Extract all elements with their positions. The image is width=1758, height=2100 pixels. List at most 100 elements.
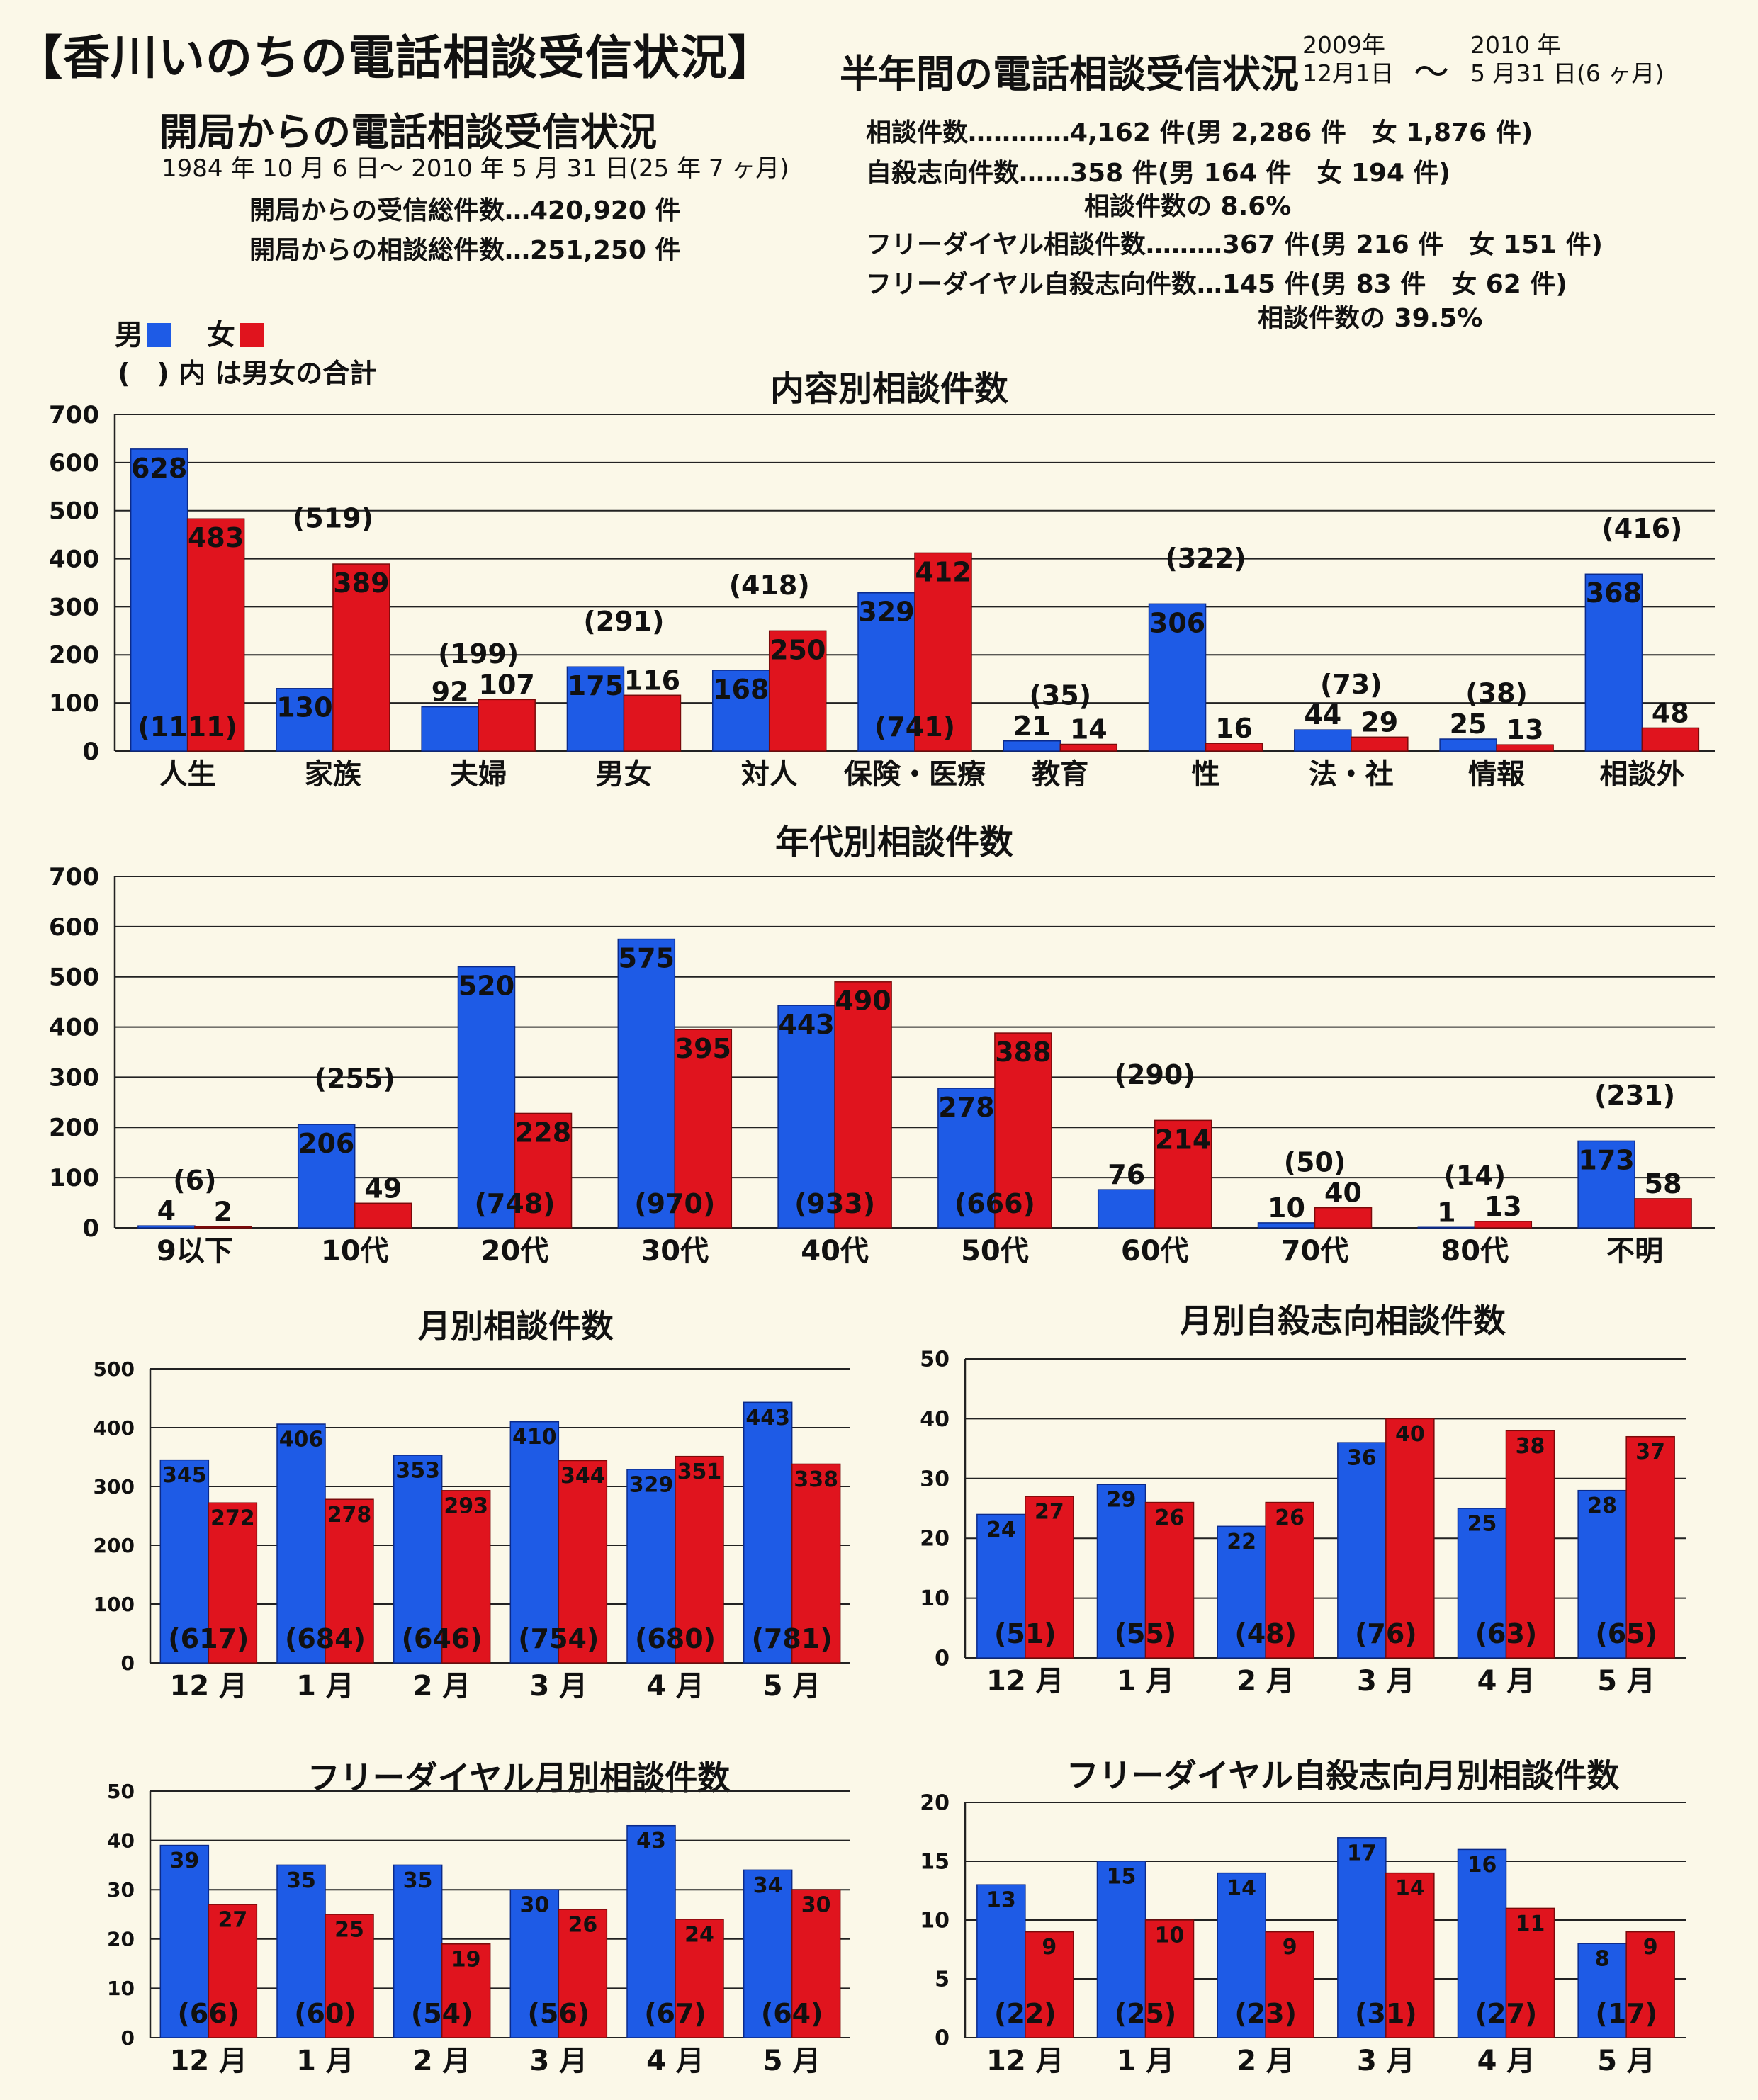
x-tick-label: 70代 xyxy=(1281,1235,1349,1268)
chart-title: 内容別相談件数 xyxy=(770,369,1008,409)
bar-male xyxy=(1294,729,1352,752)
data-label: 388 xyxy=(995,1037,1051,1068)
bar-female xyxy=(558,1460,608,1664)
data-label: 395 xyxy=(675,1033,731,1064)
bar-male xyxy=(711,670,770,752)
bar-male xyxy=(297,1124,356,1229)
bar-female xyxy=(768,630,827,752)
period-to-year: 2010 年 xyxy=(1470,31,1561,59)
bar-female xyxy=(332,563,390,752)
data-label: 344 xyxy=(560,1464,605,1489)
x-tick-label: 5 月 xyxy=(763,2045,821,2077)
y-tick-label: 40 xyxy=(920,1407,950,1432)
total-consultations: 開局からの相談総件数…251,250 件 xyxy=(249,236,681,265)
stat-consultations: 相談件数…………4,162 件(男 2,286 件 女 1,876 件) xyxy=(866,118,1533,147)
data-label: 17 xyxy=(1347,1841,1377,1865)
data-label: 26 xyxy=(568,1913,597,1938)
y-tick-label: 100 xyxy=(49,1164,99,1192)
data-label: 306 xyxy=(1149,607,1205,638)
data-label: 11 xyxy=(1516,1912,1545,1936)
bar-male xyxy=(457,966,516,1229)
data-label: 14 xyxy=(1070,714,1108,745)
total-label: (741) xyxy=(874,711,955,743)
x-tick-label: 1 月 xyxy=(1117,2045,1175,2077)
total-label: (291) xyxy=(583,606,664,637)
total-label: (73) xyxy=(1320,669,1382,700)
y-tick-label: 0 xyxy=(82,738,99,766)
chart-title: フリーダイヤル自殺志向月別相談件数 xyxy=(1066,1756,1620,1795)
total-label: (322) xyxy=(1166,543,1246,574)
y-tick-label: 0 xyxy=(935,1647,950,1671)
bar-female xyxy=(994,1032,1052,1229)
x-tick-label: 12 月 xyxy=(986,2045,1064,2077)
data-label: 13 xyxy=(1506,714,1544,745)
bar-female xyxy=(1505,1907,1555,2038)
total-label: (51) xyxy=(994,1618,1057,1649)
bar-male xyxy=(743,1869,793,2038)
x-tick-label: 30代 xyxy=(641,1235,709,1268)
total-label: (748) xyxy=(474,1188,555,1219)
data-label: 16 xyxy=(1467,1853,1497,1878)
data-label: 250 xyxy=(770,634,826,665)
total-label: (65) xyxy=(1595,1618,1657,1649)
bar-female xyxy=(1625,1435,1675,1659)
x-tick-label: 夫婦 xyxy=(450,758,507,791)
data-label: 410 xyxy=(512,1425,557,1450)
data-label: 16 xyxy=(1215,713,1253,744)
total-label: (290) xyxy=(1115,1059,1195,1090)
y-tick-label: 20 xyxy=(920,1527,950,1552)
data-label: 10 xyxy=(1268,1192,1305,1224)
period-to-date: 5 月31 日(6 ヶ月) xyxy=(1470,60,1664,87)
stat-freedial-suicidal-ratio: 相談件数の 39.5% xyxy=(1258,304,1483,333)
data-label: 35 xyxy=(286,1868,316,1893)
total-label: (14) xyxy=(1443,1160,1506,1191)
bar-male xyxy=(626,1469,676,1664)
x-tick-label: 1 月 xyxy=(296,2045,354,2077)
x-tick-label: 12 月 xyxy=(170,1670,248,1703)
y-tick-label: 400 xyxy=(94,1416,135,1440)
x-tick-label: 12 月 xyxy=(170,2045,248,2077)
bar-male xyxy=(1577,1943,1627,2038)
x-tick-label: 50代 xyxy=(961,1235,1029,1268)
x-tick-label: 3 月 xyxy=(1357,2045,1415,2077)
bar-male xyxy=(976,1513,1026,1659)
y-tick-label: 0 xyxy=(121,2026,135,2050)
data-label: 214 xyxy=(1155,1124,1211,1155)
data-label: 13 xyxy=(1484,1191,1522,1222)
data-label: 21 xyxy=(1013,711,1051,742)
bar-male xyxy=(159,1459,210,1664)
bar-female xyxy=(1144,1919,1195,2038)
total-label: (27) xyxy=(1475,1998,1538,2029)
bar-female xyxy=(1625,1931,1675,2038)
bar-female xyxy=(1265,1931,1314,2038)
bar-female xyxy=(1025,1496,1074,1659)
stat-freedial: フリーダイヤル相談件数………367 件(男 216 件 女 151 件) xyxy=(866,230,1603,259)
bar-male xyxy=(566,666,625,752)
bar-female xyxy=(441,1490,491,1664)
total-label: (231) xyxy=(1594,1080,1675,1111)
bar-male xyxy=(626,1824,676,2038)
legend-male-swatch xyxy=(147,323,171,347)
data-label: 9 xyxy=(1643,1935,1658,1960)
total-label: (55) xyxy=(1115,1618,1177,1649)
bar-female xyxy=(674,1029,733,1229)
bar-male xyxy=(937,1088,996,1229)
data-label: 575 xyxy=(619,942,675,973)
data-label: 29 xyxy=(1360,706,1398,738)
x-tick-label: 情報 xyxy=(1468,758,1525,791)
stat-suicidal-ratio: 相談件数の 8.6% xyxy=(1084,192,1292,221)
data-label: 19 xyxy=(451,1947,481,1972)
bar-female xyxy=(1351,736,1409,752)
legend: 男女 xyxy=(115,312,299,353)
bar-female xyxy=(1059,743,1118,752)
data-label: 30 xyxy=(519,1893,549,1918)
y-tick-label: 40 xyxy=(107,1829,135,1852)
data-label: 116 xyxy=(624,665,680,696)
bar-female xyxy=(1154,1119,1212,1229)
data-label: 27 xyxy=(1035,1500,1064,1525)
total-label: (684) xyxy=(285,1623,366,1654)
y-tick-label: 300 xyxy=(49,593,99,621)
bar-female xyxy=(1505,1430,1555,1659)
chart-title: 月別自殺志向相談件数 xyxy=(1180,1302,1506,1340)
data-label: 35 xyxy=(403,1868,433,1893)
